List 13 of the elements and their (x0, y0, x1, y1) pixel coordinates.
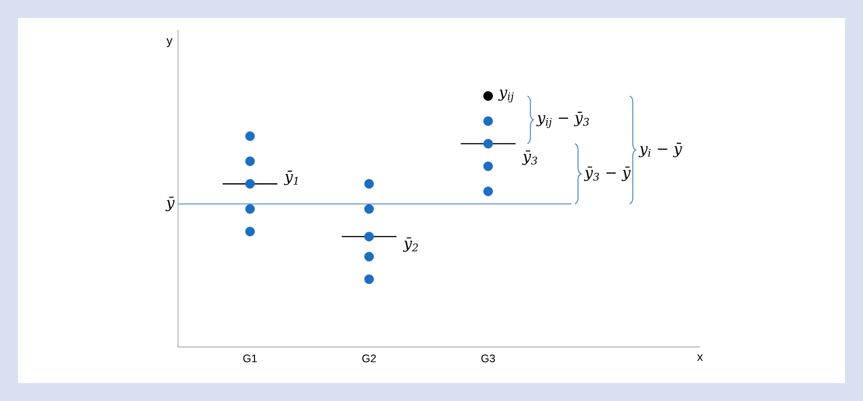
ref-line-label: ȳ (166, 196, 175, 212)
x-tick-label: G3 (481, 354, 495, 362)
text: ȳ$_{3}$ − ȳ (584, 166, 631, 182)
x-tick-label: G1 (243, 354, 257, 362)
annotation: ȳ$_{2}$ (402, 237, 418, 252)
x-tick-label: G2 (362, 354, 376, 362)
annotation: y$_{ij}$ (498, 90, 514, 102)
annotation: ȳ$_{3}$ (522, 150, 538, 165)
annotation: y$_{ij}$ − ȳ$_{3}$ (536, 112, 589, 128)
y-axis-title: y (166, 38, 172, 48)
text: y$_{i}$ − ȳ (638, 142, 682, 158)
text: x (697, 354, 703, 361)
annotation: ȳ$_{1}$ (284, 170, 298, 186)
